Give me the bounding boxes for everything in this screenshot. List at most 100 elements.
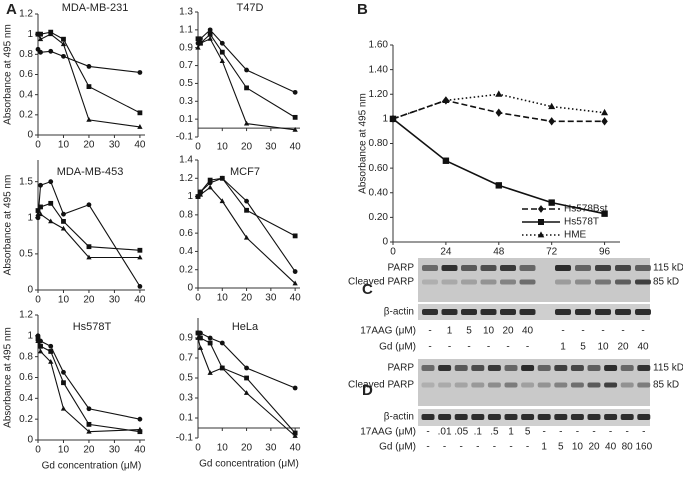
band [471,382,485,388]
band [537,365,551,371]
x-tick-label: 0 [195,443,201,454]
band [461,265,477,271]
marker [243,390,250,395]
x-tick-label: 30 [109,295,121,306]
y-tick-label: 0.40 [369,187,389,198]
lane-label: 80 [622,442,634,453]
lane-label: - [506,342,509,353]
marker [38,49,43,55]
x-tick-label: 72 [546,247,558,258]
band [604,414,618,420]
marker [219,175,225,181]
series-line [197,33,296,118]
band [521,414,535,420]
band [554,382,568,388]
row-label: Gd (μM) [379,342,416,353]
marker [48,179,54,185]
series-line [37,180,141,287]
band [504,382,518,388]
marker [48,31,54,37]
marker [207,335,213,341]
x-tick-label: 0 [195,142,201,153]
band [454,382,468,388]
lane-label: - [641,326,644,337]
band [570,414,584,420]
size-label: 85 kD [653,380,679,391]
marker [219,365,225,370]
lane-label: - [543,427,546,438]
x-tick-label: 20 [83,295,95,306]
marker [207,340,213,346]
legend-label: HME [564,230,587,241]
y-tick-label: 0.5 [19,249,33,260]
marker [48,349,54,354]
marker [137,416,143,422]
y-tick-label: 0.7 [179,60,193,71]
marker [219,40,225,46]
marker [601,210,608,217]
x-tick-label: 30 [265,293,277,304]
band [422,265,438,271]
band [421,382,435,388]
y-tick-label: 1.5 [19,176,33,187]
chart-title: MDA-MB-231 [62,2,129,14]
y-tick-label: 0.8 [19,351,33,362]
band [620,382,634,388]
marker [292,269,298,274]
lane-label: 160 [635,442,652,453]
lane-label: - [526,442,529,453]
band [487,365,501,371]
marker [38,204,43,210]
lane-label: - [621,326,624,337]
x-tick-label: 0 [35,140,41,151]
band [635,279,651,285]
y-tick-label: 0.1 [179,413,193,424]
series-line [37,338,140,433]
x-axis-label: Gd concentration (μM) [199,459,299,470]
band [441,309,458,315]
y-tick-label: 1.20 [369,89,389,100]
band [504,365,518,371]
lane-label: 5 [466,326,472,337]
band [554,365,568,371]
band [615,265,631,271]
marker [35,215,41,221]
band [637,365,651,371]
band [615,309,631,315]
marker [60,41,67,47]
lane-label: .1 [474,427,483,438]
lane-label: 40 [522,326,534,337]
y-tick-label: 0.60 [369,163,389,174]
lane-label: .01 [438,427,452,438]
x-tick-label: 20 [83,140,95,151]
y-tick-label: 0.1 [179,114,193,125]
y-tick-label: 0.3 [179,96,193,107]
series-line [38,31,141,114]
x-tick-label: 30 [265,443,277,454]
marker [195,44,201,50]
lane-label: - [476,442,479,453]
y-axis-label: Absorbance at 495 nm [3,24,14,125]
band [521,365,535,371]
y-tick-label: 0 [187,283,193,294]
band [555,279,571,285]
band [480,279,497,285]
band [519,279,536,285]
x-tick-label: 30 [265,142,277,153]
chart-title: T47D [237,2,264,14]
marker [137,124,143,129]
x-tick-label: 40 [290,293,302,304]
lane-label: - [559,427,562,438]
y-tick-label: 0.3 [179,393,193,404]
lane-label: .05 [454,427,468,438]
x-tick-label: 20 [83,445,95,456]
marker [601,108,609,116]
y-tick-label: 0.9 [179,333,193,344]
x-tick-label: 0 [35,445,41,456]
y-tick-label: 1.60 [369,40,389,51]
band [635,265,651,271]
band-label: PARP [388,263,415,274]
x-tick-label: 20 [241,443,253,454]
marker [548,117,555,126]
marker [195,335,201,340]
